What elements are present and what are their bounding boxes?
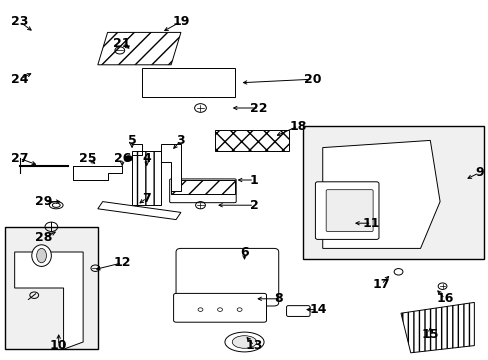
Ellipse shape bbox=[224, 332, 264, 352]
Text: 1: 1 bbox=[249, 174, 258, 186]
FancyBboxPatch shape bbox=[176, 248, 278, 306]
Text: 28: 28 bbox=[35, 231, 53, 244]
Text: 10: 10 bbox=[50, 339, 67, 352]
Ellipse shape bbox=[232, 336, 256, 348]
Polygon shape bbox=[215, 130, 288, 151]
Bar bbox=[5, 227, 98, 349]
FancyBboxPatch shape bbox=[173, 293, 266, 322]
Text: 12: 12 bbox=[113, 256, 131, 269]
Text: 26: 26 bbox=[113, 152, 131, 165]
Bar bbox=[142, 68, 234, 97]
Text: 27: 27 bbox=[11, 152, 28, 165]
Text: 20: 20 bbox=[304, 73, 321, 86]
FancyBboxPatch shape bbox=[286, 306, 309, 316]
Polygon shape bbox=[322, 140, 439, 248]
Text: 21: 21 bbox=[113, 37, 131, 50]
Text: 4: 4 bbox=[142, 152, 151, 165]
Polygon shape bbox=[98, 32, 181, 65]
Circle shape bbox=[125, 156, 132, 161]
Text: 18: 18 bbox=[289, 120, 306, 132]
Ellipse shape bbox=[32, 245, 51, 266]
Ellipse shape bbox=[49, 202, 63, 209]
Text: 16: 16 bbox=[435, 292, 453, 305]
Text: 2: 2 bbox=[249, 199, 258, 212]
Text: 23: 23 bbox=[11, 15, 28, 28]
Text: 29: 29 bbox=[35, 195, 53, 208]
Text: 3: 3 bbox=[176, 134, 185, 147]
Ellipse shape bbox=[37, 248, 46, 263]
Ellipse shape bbox=[52, 203, 60, 207]
Text: 11: 11 bbox=[362, 217, 380, 230]
Text: 19: 19 bbox=[172, 15, 189, 28]
Text: 5: 5 bbox=[127, 134, 136, 147]
Text: 14: 14 bbox=[308, 303, 326, 316]
Polygon shape bbox=[98, 202, 181, 220]
Text: 24: 24 bbox=[11, 73, 28, 86]
Bar bbox=[303, 126, 483, 259]
Polygon shape bbox=[161, 144, 181, 191]
FancyBboxPatch shape bbox=[169, 179, 236, 203]
Text: 13: 13 bbox=[245, 339, 263, 352]
FancyBboxPatch shape bbox=[315, 182, 378, 239]
Polygon shape bbox=[132, 151, 161, 205]
Text: 22: 22 bbox=[250, 102, 267, 114]
Text: 15: 15 bbox=[421, 328, 438, 341]
FancyBboxPatch shape bbox=[325, 190, 372, 231]
Polygon shape bbox=[171, 180, 234, 194]
Text: 9: 9 bbox=[474, 166, 483, 179]
Text: 25: 25 bbox=[79, 152, 97, 165]
Polygon shape bbox=[400, 302, 473, 353]
Text: 17: 17 bbox=[372, 278, 389, 291]
Text: 7: 7 bbox=[142, 192, 151, 204]
Text: 8: 8 bbox=[274, 292, 283, 305]
Text: 6: 6 bbox=[240, 246, 248, 258]
Polygon shape bbox=[15, 252, 83, 349]
